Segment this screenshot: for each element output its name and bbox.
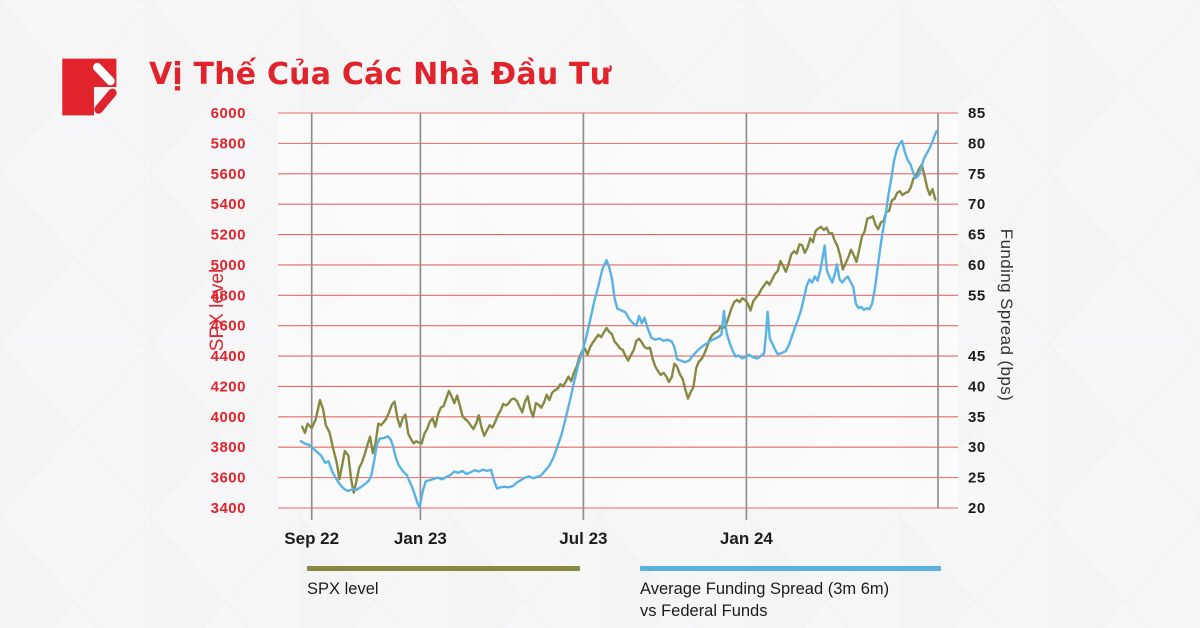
right-tick-label: 75 — [968, 166, 986, 183]
legend-label-spread-line2: vs Federal Funds — [640, 601, 768, 620]
series-funding-spread-line — [299, 129, 938, 508]
legend-label-spx: SPX level — [307, 580, 379, 598]
left-tick-label: 5000 — [211, 257, 246, 274]
brand-logo-icon — [62, 58, 117, 116]
left-tick-label: 5200 — [211, 227, 246, 244]
left-tick-label: 5600 — [211, 166, 246, 183]
right-tick-label: 55 — [968, 287, 986, 304]
x-tick-label: Jan 23 — [394, 529, 447, 548]
legend-label-spread-line1: Average Funding Spread (3m 6m) — [640, 580, 890, 598]
right-tick-label: 35 — [968, 409, 986, 426]
plot-area — [278, 113, 958, 509]
legend-swatch-spread — [640, 566, 941, 571]
right-tick-label: 40 — [968, 378, 986, 395]
header: Vị Thế Của Các Nhà Đầu Tư — [57, 52, 611, 118]
right-tick-label: 20 — [968, 500, 986, 517]
legend-swatch-spx — [307, 566, 580, 571]
right-tick-label: 80 — [968, 135, 986, 152]
x-tick-label: Sep 22 — [284, 529, 339, 548]
legend-label-spread: Average Funding Spread (3m 6m) vs Federa… — [640, 579, 941, 623]
left-tick-label: 5400 — [211, 196, 246, 213]
right-tick-label: 25 — [968, 470, 986, 487]
left-tick-label: 3400 — [211, 500, 246, 517]
series-spx-line — [301, 163, 937, 494]
right-tick-label: 70 — [968, 196, 986, 213]
left-tick-label: 3800 — [211, 439, 246, 456]
left-tick-label: 4600 — [211, 318, 246, 335]
x-tick-label: Jul 23 — [559, 529, 607, 548]
legend-item-spread: Average Funding Spread (3m 6m) vs Federa… — [640, 566, 941, 623]
legend-item-spx: SPX level — [307, 566, 580, 601]
right-tick-label: 60 — [968, 257, 986, 274]
right-tick-label: 85 — [968, 105, 986, 122]
x-tick-label: Jan 24 — [720, 529, 773, 548]
right-tick-label: 65 — [968, 227, 986, 244]
left-tick-label: 4400 — [211, 348, 246, 365]
left-tick-label: 4000 — [211, 409, 246, 426]
left-tick-label: 4200 — [211, 378, 246, 395]
left-tick-label: 6000 — [211, 105, 246, 122]
right-tick-label: 30 — [968, 439, 986, 456]
left-tick-label: 4800 — [211, 287, 246, 304]
right-tick-label: 45 — [968, 348, 986, 365]
left-tick-label: 5800 — [211, 135, 246, 152]
page-title: Vị Thế Của Các Nhà Đầu Tư — [149, 57, 612, 92]
left-tick-label: 3600 — [211, 470, 246, 487]
